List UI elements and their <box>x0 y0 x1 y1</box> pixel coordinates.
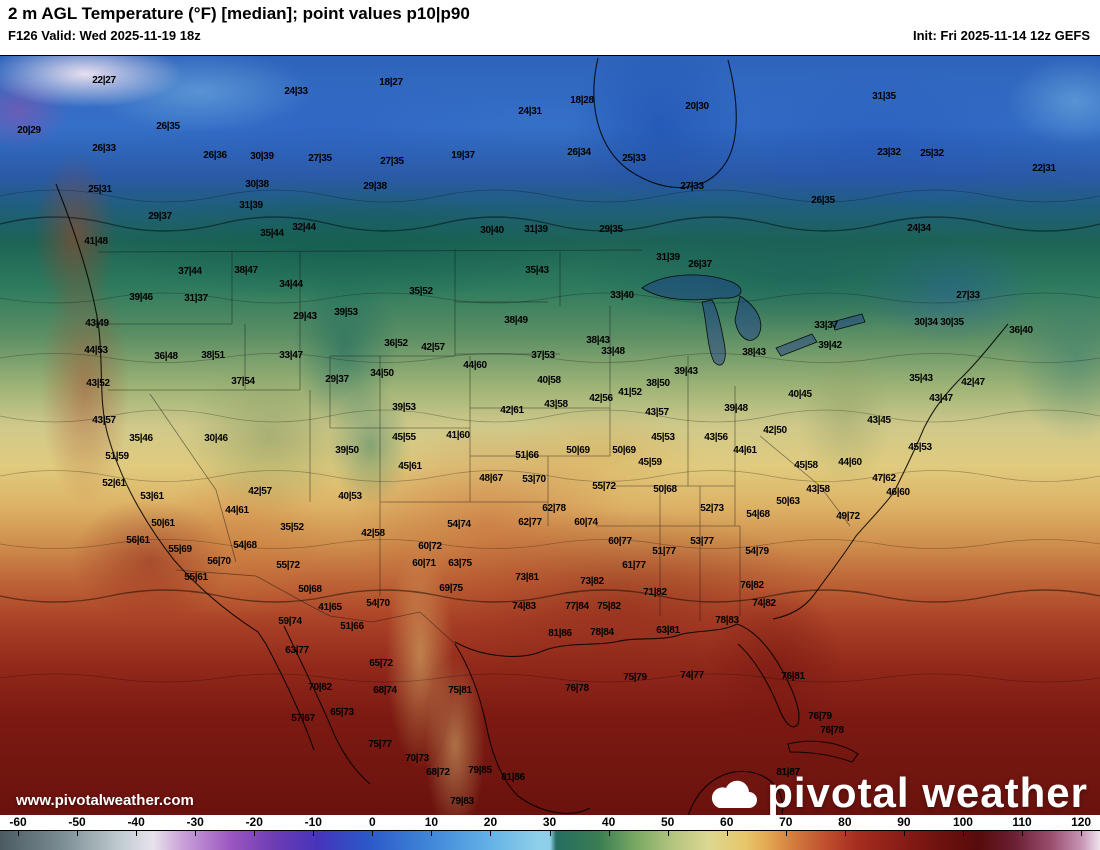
scale-tick-label: -10 <box>304 815 322 829</box>
brand-cloud-icon <box>712 780 758 808</box>
scale-tick-mark <box>77 831 79 836</box>
scale-tick-mark <box>844 831 846 836</box>
scale-tick-mark <box>549 831 551 836</box>
scale-tick-mark <box>313 831 315 836</box>
scale-tick-label: 60 <box>720 815 734 829</box>
scale-tick-label: 20 <box>483 815 498 829</box>
major-contours <box>0 216 1100 603</box>
page-title: 2 m AGL Temperature (°F) [median]; point… <box>8 4 470 23</box>
scale-tick-mark <box>490 831 492 836</box>
state-borders <box>96 249 851 645</box>
scale-tick-mark <box>1081 831 1083 836</box>
geography-overlay <box>0 57 1100 815</box>
scale-tick-mark <box>254 831 256 836</box>
watermark-url: www.pivotalweather.com <box>16 792 194 809</box>
scale-tick-label: -40 <box>127 815 145 829</box>
scale-tick-mark <box>18 831 19 836</box>
scale-gradient-bar <box>0 830 1100 850</box>
watermark-brand-text: pivotal weather <box>767 768 1088 815</box>
scale-tick-mark <box>903 831 905 836</box>
watermark-brand: pivotal weather <box>711 768 1088 815</box>
scale-tick-label: -30 <box>186 815 204 829</box>
scale-tick-label: 80 <box>838 815 852 829</box>
scale-tick-label: 0 <box>369 815 376 829</box>
scale-tick-label: 10 <box>424 815 439 829</box>
contour-lines <box>0 189 1100 683</box>
valid-time-label: F126 Valid: Wed 2025-11-19 18z <box>8 28 201 43</box>
scale-tick-mark <box>195 831 197 836</box>
scale-tick-label: -50 <box>68 815 86 829</box>
scale-tick-mark <box>608 831 610 836</box>
temperature-fill <box>0 56 1100 815</box>
init-time-label: Init: Fri 2025-11-14 12z GEFS <box>912 28 1090 43</box>
scale-tick-mark <box>372 831 374 836</box>
scale-tick-mark <box>962 831 964 836</box>
map-canvas[interactable]: 22|27 24|33 18|27 18|28 20|30 31|35 20|29 26|35… <box>0 55 1100 815</box>
scale-tick-label: 90 <box>897 815 911 829</box>
scale-tick-label: -20 <box>245 815 263 829</box>
scale-tick-mark <box>136 831 138 836</box>
scale-tick-label: 100 <box>952 815 973 829</box>
scale-tick-label: -60 <box>9 815 27 829</box>
scale-tick-label: 70 <box>779 815 793 829</box>
scale-tick-mark <box>431 831 433 836</box>
scale-tick-mark <box>1022 831 1024 836</box>
scale-tick-label: 50 <box>660 815 675 829</box>
coastlines <box>55 57 1009 815</box>
great-lakes <box>641 274 866 366</box>
scale-tick-label: 120 <box>1071 815 1092 829</box>
scale-tick-label: 110 <box>1012 815 1032 829</box>
title-bar: 2 m AGL Temperature (°F) [median]; point… <box>0 0 1100 55</box>
scale-tick-mark <box>726 831 728 836</box>
color-scale: -60 -50 -40 -30 -20 -10 0 10 20 30 40 50 60 70 80 90 100… <box>0 815 1100 850</box>
scale-tick-label: 40 <box>601 815 616 829</box>
scale-tick-mark <box>667 831 669 836</box>
subtitle-row: F126 Valid: Wed 2025-11-19 18z Init: Fri… <box>8 28 1090 43</box>
scale-tick-mark <box>785 831 787 836</box>
scale-tick-labels: -60 -50 -40 -30 -20 -10 0 10 20 30 40 50 60 70 80 90 100… <box>0 815 1100 830</box>
scale-tick-label: 30 <box>542 815 557 829</box>
